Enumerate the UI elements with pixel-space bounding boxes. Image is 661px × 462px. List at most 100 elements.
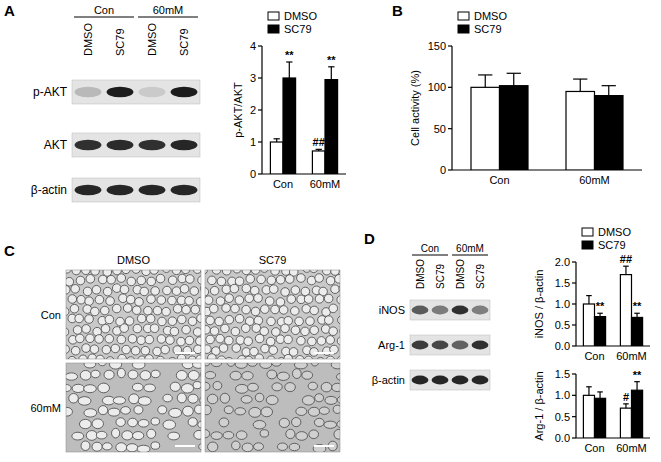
cell	[290, 307, 299, 316]
image-ground	[66, 270, 201, 359]
cell	[272, 383, 282, 391]
cell	[193, 363, 201, 368]
cell	[66, 384, 71, 391]
legend-swatch	[268, 12, 279, 20]
cell	[279, 418, 289, 427]
bar	[583, 304, 594, 346]
cell	[132, 363, 145, 369]
cell	[337, 337, 340, 346]
cell	[66, 345, 69, 354]
band	[139, 140, 166, 151]
cell	[85, 315, 94, 324]
cell	[289, 443, 300, 450]
panel-letter: D	[364, 230, 375, 247]
bar	[566, 91, 595, 170]
cell	[84, 409, 97, 417]
cell	[177, 315, 186, 324]
cell	[131, 346, 140, 355]
image-ground	[205, 270, 340, 359]
cell	[86, 275, 95, 284]
cell	[162, 270, 171, 272]
error-cap	[602, 85, 616, 86]
cell	[306, 317, 315, 326]
x-tick-label: 60mM	[310, 178, 341, 190]
cell	[315, 274, 324, 283]
cell	[135, 298, 144, 307]
cell	[188, 356, 197, 359]
cell	[326, 336, 335, 345]
cell	[119, 294, 128, 303]
cell	[333, 405, 340, 413]
cell	[188, 317, 197, 326]
blot-strip	[410, 335, 490, 355]
legend-swatch	[458, 25, 469, 33]
cell	[193, 270, 201, 273]
x-tick-label: 60mM	[616, 442, 647, 454]
y-axis	[575, 374, 576, 438]
cell	[140, 287, 149, 296]
cell	[242, 284, 251, 293]
cell	[291, 286, 300, 295]
y-tick-label: 1	[250, 136, 256, 148]
error-cap	[286, 61, 292, 62]
x-tick-label: Con	[584, 442, 604, 454]
y-tick	[572, 303, 576, 304]
cell	[225, 294, 234, 303]
legend-label: SC79	[598, 239, 626, 251]
cell	[208, 276, 217, 285]
cell	[329, 304, 338, 313]
blot-strip	[72, 80, 200, 104]
cell	[334, 429, 340, 439]
cell	[188, 418, 197, 427]
row-label: 60mM	[30, 402, 61, 414]
cell	[156, 274, 165, 283]
row-label: AKT	[44, 138, 68, 152]
row-label: β-actin	[372, 374, 405, 386]
cell	[296, 407, 307, 415]
cell	[261, 407, 273, 417]
cell	[151, 370, 160, 378]
cell	[247, 363, 257, 366]
cell	[103, 287, 112, 296]
cell	[73, 326, 82, 335]
bar	[595, 317, 606, 346]
cell	[183, 406, 194, 416]
error-line	[636, 313, 637, 317]
lane-label: DMSO	[82, 23, 94, 56]
panel-letter: B	[392, 2, 403, 19]
cell	[84, 385, 97, 393]
panel-letter: C	[4, 242, 15, 259]
error-cap	[586, 295, 592, 296]
column-label: SC79	[259, 254, 287, 266]
cell	[217, 277, 226, 286]
bar	[632, 390, 643, 438]
cell	[92, 285, 101, 294]
blot-strip	[410, 300, 490, 320]
y-axis-title: iNOS / β-actin	[533, 270, 545, 339]
cell	[120, 324, 129, 333]
cell	[66, 277, 74, 286]
cell	[128, 418, 138, 427]
significance-label: **	[327, 54, 336, 66]
cell	[176, 370, 187, 380]
cell	[193, 328, 201, 337]
y-tick-label: 2.0	[555, 256, 570, 268]
cell	[271, 305, 280, 314]
cell	[235, 277, 244, 286]
cell	[212, 270, 221, 274]
y-tick-label: 0.0	[555, 340, 570, 352]
y-axis-title: Cell activity (%)	[409, 70, 421, 146]
band	[432, 306, 449, 315]
cell	[109, 363, 121, 369]
cell	[161, 345, 170, 354]
cell	[166, 336, 175, 345]
cell	[92, 419, 103, 429]
y-tick	[258, 173, 262, 174]
cell	[302, 371, 313, 379]
band	[472, 306, 489, 315]
cell	[81, 441, 90, 450]
cell	[337, 295, 340, 304]
error-line	[580, 79, 581, 91]
cell	[310, 306, 319, 315]
cell	[304, 356, 313, 359]
